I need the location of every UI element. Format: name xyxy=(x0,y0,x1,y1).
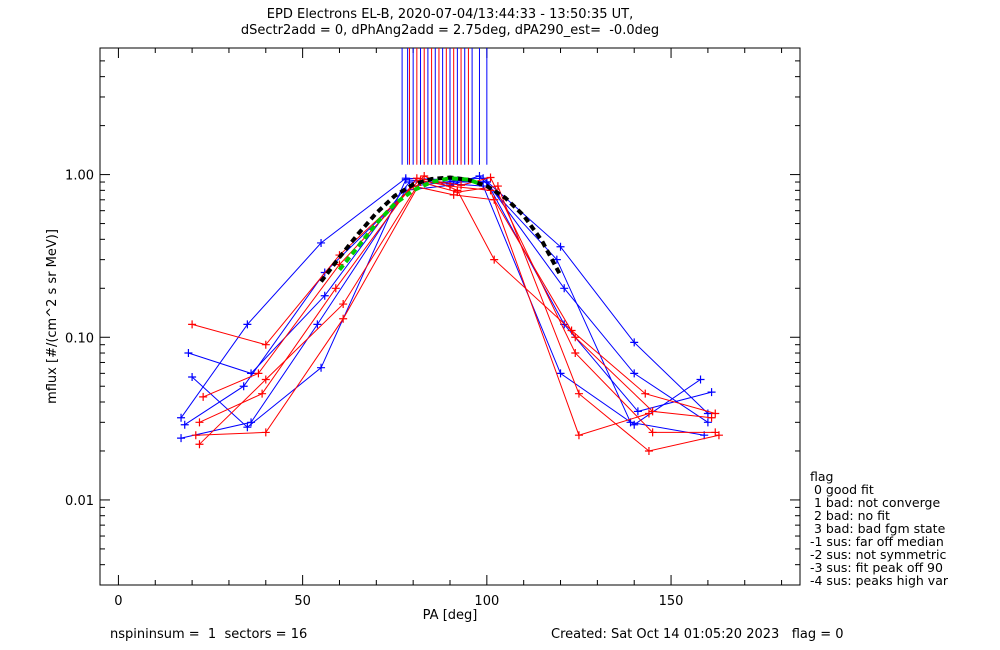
data-point-marker xyxy=(574,389,583,398)
series-line xyxy=(199,179,650,445)
series-line xyxy=(184,179,709,426)
data-point-marker xyxy=(254,369,263,378)
data-point-marker xyxy=(644,446,653,455)
data-point-marker xyxy=(339,314,348,323)
legend-item: 3 bad: bad fgm state xyxy=(810,521,946,536)
data-point-marker xyxy=(261,340,270,349)
y-axis-label: mflux [#/(cm^2 s sr MeV)] xyxy=(45,229,60,404)
legend-title: flag xyxy=(810,469,834,484)
data-point-marker xyxy=(571,349,580,358)
data-point-marker xyxy=(493,182,502,191)
footer-left: nspininsum = 1 sectors = 16 xyxy=(110,627,308,642)
data-point-marker xyxy=(313,320,322,329)
data-point-marker xyxy=(177,413,186,422)
data-point-marker xyxy=(630,338,639,347)
data-point-marker xyxy=(243,320,252,329)
footer-right: Created: Sat Oct 14 01:05:20 2023 flag =… xyxy=(551,627,844,642)
series-line xyxy=(199,176,716,433)
data-point-marker xyxy=(648,428,657,437)
x-tick-label: 100 xyxy=(474,594,499,609)
y-tick-label: 0.10 xyxy=(65,331,94,346)
data-point-marker xyxy=(401,175,410,184)
data-point-marker xyxy=(633,407,642,416)
data-point-marker xyxy=(556,369,565,378)
data-point-marker xyxy=(199,392,208,401)
data-point-marker xyxy=(630,369,639,378)
data-point-marker xyxy=(420,172,429,181)
data-point-marker xyxy=(574,431,583,440)
data-point-marker xyxy=(195,440,204,449)
data-point-marker xyxy=(261,428,270,437)
data-point-marker xyxy=(258,389,267,398)
data-point-marker xyxy=(317,363,326,372)
x-tick-label: 150 xyxy=(659,594,684,609)
data-point-marker xyxy=(707,413,716,422)
data-point-marker xyxy=(449,190,458,199)
data-point-marker xyxy=(320,291,329,300)
data-point-marker xyxy=(703,409,712,418)
legend-item: 1 bad: not converge xyxy=(810,495,941,510)
data-point-marker xyxy=(707,388,716,397)
median-curve xyxy=(337,176,481,272)
data-point-marker xyxy=(560,284,569,293)
data-point-marker xyxy=(714,431,723,440)
series-line xyxy=(191,179,701,428)
data-point-marker xyxy=(188,320,197,329)
data-point-marker xyxy=(243,423,252,432)
data-point-marker xyxy=(191,431,200,440)
series-line xyxy=(203,185,712,419)
legend-item: 2 bad: no fit xyxy=(810,508,890,523)
legend-item: -3 sus: fit peak off 90 xyxy=(810,560,943,575)
data-point-marker xyxy=(188,372,197,381)
data-point-marker xyxy=(486,173,495,182)
x-axis-label: PA [deg] xyxy=(423,608,478,623)
data-point-marker xyxy=(703,418,712,427)
data-point-marker xyxy=(331,284,340,293)
chart-title-line2: dSectr2add = 0, dPhAng2add = 2.75deg, dP… xyxy=(240,23,660,38)
series-line xyxy=(188,181,712,412)
data-point-marker xyxy=(648,407,657,416)
fit-curve xyxy=(319,175,563,283)
data-point-marker xyxy=(556,242,565,251)
data-point-marker xyxy=(711,409,720,418)
data-point-marker xyxy=(184,349,193,358)
data-point-marker xyxy=(446,182,454,191)
x-tick-label: 50 xyxy=(294,594,311,609)
data-point-marker xyxy=(177,434,186,443)
data-point-marker xyxy=(696,375,705,384)
legend-item: -2 sus: not symmetric xyxy=(810,547,947,562)
data-point-marker xyxy=(195,418,204,427)
series-line xyxy=(180,175,705,439)
data-point-marker xyxy=(644,409,653,418)
data-point-marker xyxy=(339,300,348,309)
x-tick-label: 0 xyxy=(114,594,122,609)
series-line xyxy=(191,175,716,414)
data-point-marker xyxy=(490,255,499,264)
data-point-marker xyxy=(180,420,189,429)
chart-title-line1: EPD Electrons EL-B, 2020-07-04/13:44:33 … xyxy=(266,7,634,22)
data-point-marker xyxy=(571,333,580,342)
data-point-marker xyxy=(457,181,466,190)
data-point-marker xyxy=(261,375,270,384)
y-tick-label: 0.01 xyxy=(65,494,94,509)
data-point-marker xyxy=(317,238,326,247)
legend-item: -1 sus: far off median xyxy=(810,534,944,549)
y-tick-label: 1.00 xyxy=(65,169,94,184)
legend-item: 0 good fit xyxy=(810,482,874,497)
legend-item: -4 sus: peaks high var xyxy=(810,573,949,588)
data-point-marker xyxy=(475,172,484,181)
data-point-marker xyxy=(239,382,248,391)
data-point-marker xyxy=(247,418,256,427)
data-point-marker xyxy=(641,389,650,398)
series-line xyxy=(180,177,709,419)
